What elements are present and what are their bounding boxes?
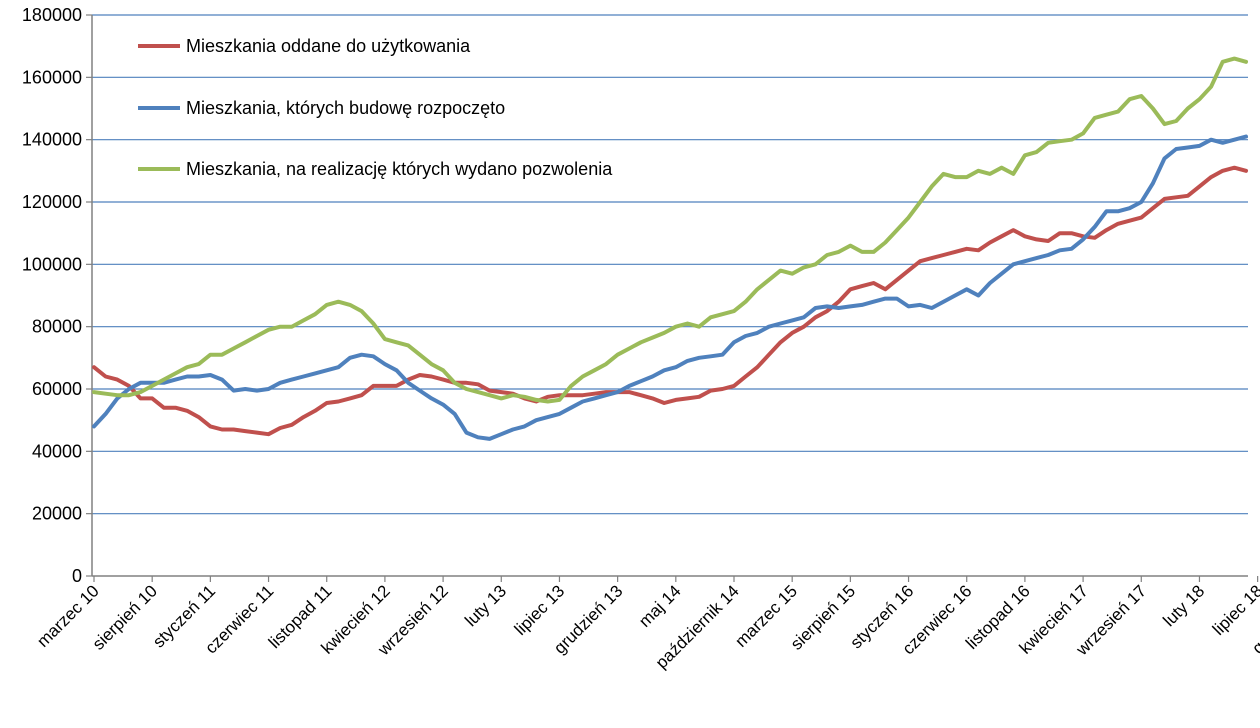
series-line-2	[92, 134, 1248, 441]
y-tick-label: 160000	[22, 67, 82, 87]
series-line-3	[92, 56, 1248, 404]
legend-label-2: Mieszkania, których budowę rozpoczęto	[186, 98, 505, 118]
y-tick-label: 20000	[32, 504, 82, 524]
y-tick-label: 120000	[22, 192, 82, 212]
axes	[91, 15, 1248, 577]
y-tick-label: 0	[72, 566, 82, 586]
gridlines	[86, 14, 1248, 577]
x-tick-label: maj 14	[635, 581, 685, 631]
y-tick-label: 140000	[22, 130, 82, 150]
series-line-1	[92, 165, 1248, 437]
legend: Mieszkania oddane do użytkowania Mieszkan…	[138, 36, 613, 179]
y-tick-label: 40000	[32, 441, 82, 461]
x-tick-label: luty 18	[1159, 581, 1208, 630]
y-tick-label: 100000	[22, 254, 82, 274]
y-tick-labels: 0 20000 40000 60000 80000 100000 120000 140000 1…	[22, 5, 82, 586]
x-tick-label: lipiec 13	[511, 581, 569, 639]
y-tick-label: 80000	[32, 317, 82, 337]
series-lines	[92, 56, 1248, 441]
x-tick-label: luty 13	[461, 581, 510, 630]
legend-label-1: Mieszkania oddane do użytkowania	[186, 36, 471, 56]
y-tick-label: 60000	[32, 379, 82, 399]
y-tick-label: 180000	[22, 5, 82, 25]
x-tick-label: lipiec 18	[1209, 581, 1260, 639]
legend-label-3: Mieszkania, na realizację których wydano…	[186, 159, 613, 179]
